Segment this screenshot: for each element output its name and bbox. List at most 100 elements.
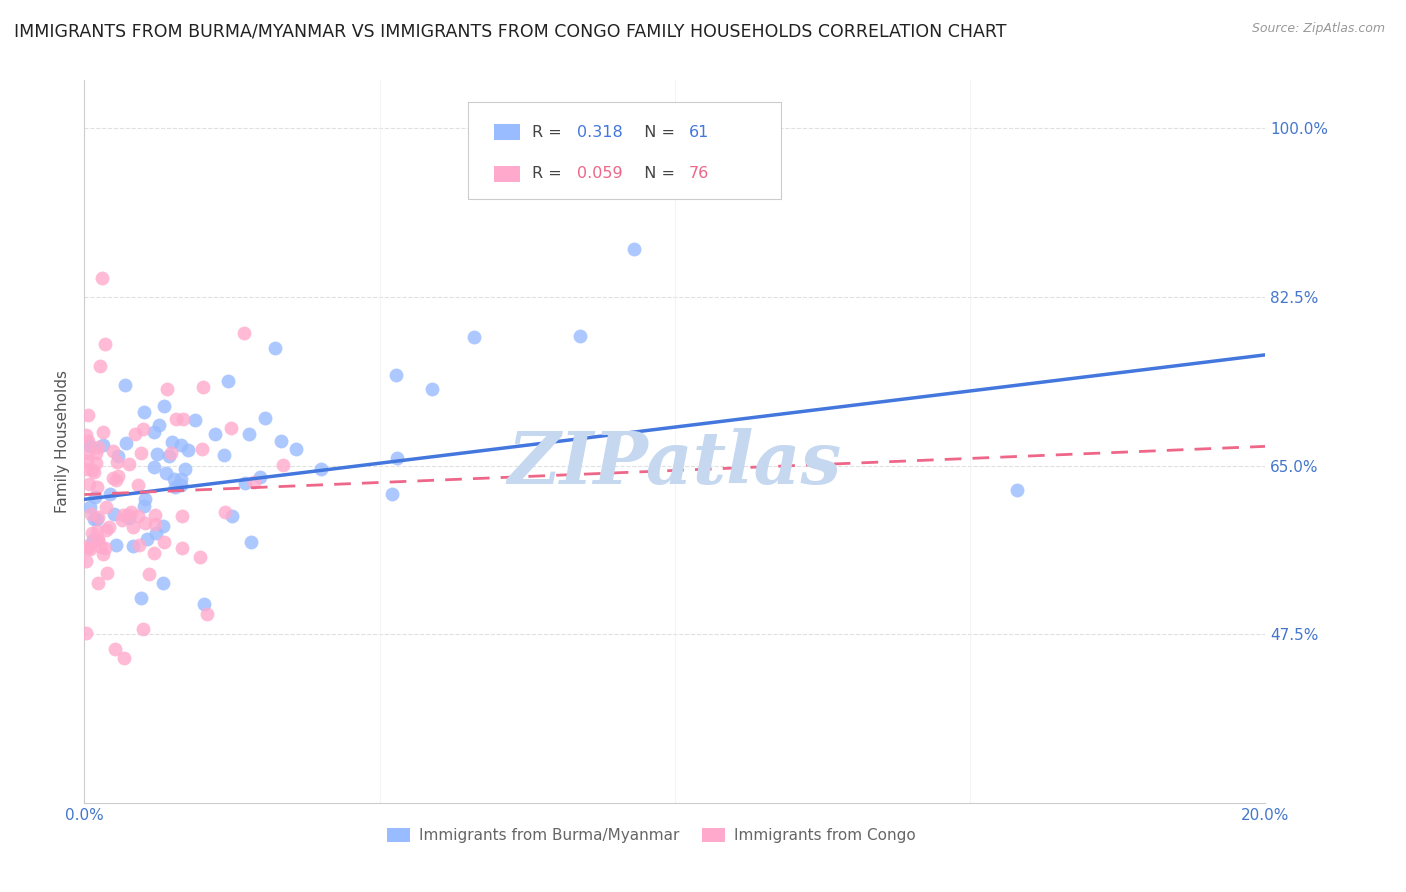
Point: [134, 499, 156, 513]
Point: [79, 439, 101, 453]
Point: [94, 541, 117, 555]
Point: [169, 437, 191, 451]
Point: [143, 546, 166, 560]
Point: [90, 540, 112, 554]
Point: [75, 626, 97, 640]
Point: [135, 532, 157, 546]
Point: [172, 412, 194, 426]
Point: [75, 428, 97, 442]
Point: [221, 509, 243, 524]
Point: [204, 426, 226, 441]
Point: [97, 520, 120, 534]
Point: [569, 329, 592, 343]
Point: [76, 541, 98, 555]
Point: [195, 607, 218, 621]
Point: [623, 242, 645, 256]
Point: [176, 443, 198, 458]
Point: [157, 449, 180, 463]
Point: [214, 505, 236, 519]
Point: [172, 508, 194, 523]
Point: [128, 538, 150, 552]
Point: [160, 435, 183, 450]
Point: [80, 508, 103, 522]
Point: [76, 446, 98, 460]
Point: [75, 554, 97, 568]
Point: [107, 469, 129, 483]
Point: [132, 405, 155, 419]
Text: R =: R =: [531, 167, 567, 181]
Point: [83, 512, 105, 526]
Point: [165, 411, 187, 425]
Point: [117, 508, 139, 522]
Point: [152, 519, 174, 533]
Point: [243, 475, 266, 490]
Point: [83, 490, 105, 504]
Point: [103, 508, 125, 522]
Point: [232, 326, 254, 341]
Point: [143, 460, 166, 475]
Text: Source: ZipAtlas.com: Source: ZipAtlas.com: [1251, 22, 1385, 36]
Point: [98, 487, 121, 501]
Point: [170, 472, 193, 486]
Point: [173, 462, 195, 476]
Point: [91, 270, 114, 285]
Point: [83, 465, 105, 479]
Text: 0.059: 0.059: [576, 167, 623, 181]
Point: [82, 463, 104, 477]
Point: [114, 378, 136, 392]
Text: 61: 61: [689, 125, 710, 140]
Point: [76, 454, 98, 468]
Point: [240, 534, 263, 549]
Point: [145, 508, 167, 523]
Point: [127, 478, 149, 492]
Point: [96, 500, 118, 514]
Legend: Immigrants from Burma/Myanmar, Immigrants from Congo: Immigrants from Burma/Myanmar, Immigrant…: [381, 822, 922, 849]
Point: [148, 418, 170, 433]
Point: [107, 449, 129, 463]
Point: [86, 480, 108, 494]
Point: [86, 457, 108, 471]
Point: [111, 513, 134, 527]
Point: [253, 411, 276, 425]
Point: [193, 597, 215, 611]
Point: [163, 472, 186, 486]
Text: IMMIGRANTS FROM BURMA/MYANMAR VS IMMIGRANTS FROM CONGO FAMILY HOUSEHOLDS CORRELA: IMMIGRANTS FROM BURMA/MYANMAR VS IMMIGRA…: [14, 22, 1007, 40]
Point: [104, 538, 127, 552]
Point: [155, 382, 177, 396]
Point: [212, 448, 235, 462]
Point: [101, 443, 124, 458]
Point: [169, 477, 191, 491]
Point: [115, 436, 138, 450]
Point: [270, 434, 292, 449]
Point: [105, 455, 128, 469]
Text: N =: N =: [634, 167, 679, 181]
Point: [112, 651, 135, 665]
Point: [152, 575, 174, 590]
Point: [134, 492, 156, 507]
Point: [132, 622, 155, 636]
Point: [75, 539, 97, 553]
Point: [120, 505, 142, 519]
Y-axis label: Family Households: Family Households: [55, 370, 70, 513]
Point: [155, 467, 177, 481]
Text: 0.318: 0.318: [576, 125, 623, 140]
Point: [91, 425, 114, 440]
Point: [145, 526, 167, 541]
Point: [381, 486, 404, 500]
Point: [94, 523, 117, 537]
Text: ZIPatlas: ZIPatlas: [508, 428, 842, 499]
Point: [79, 541, 101, 556]
Point: [79, 500, 101, 514]
Point: [160, 446, 183, 460]
Point: [188, 549, 211, 564]
Point: [263, 341, 285, 355]
Point: [134, 516, 156, 530]
Point: [124, 427, 146, 442]
Point: [143, 517, 166, 532]
Point: [77, 434, 100, 448]
Point: [87, 440, 110, 454]
Text: 76: 76: [689, 167, 709, 181]
Point: [284, 442, 307, 456]
Point: [80, 525, 103, 540]
Text: N =: N =: [634, 125, 679, 140]
